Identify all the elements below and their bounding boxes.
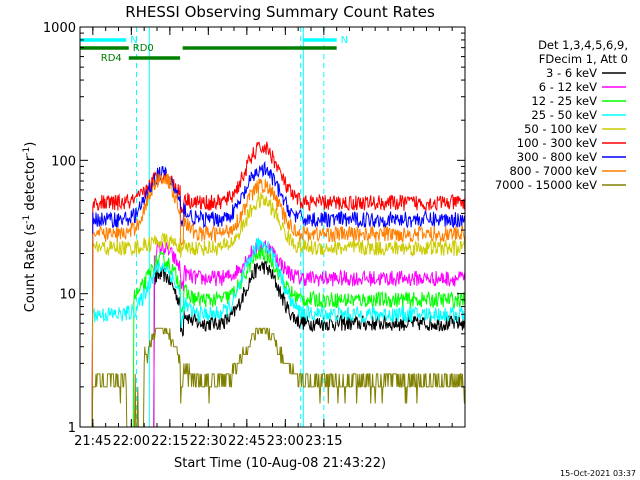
legend-entry-label: 6 - 12 keV: [539, 80, 597, 94]
legend-header-2: FDecim 1, Att 0: [539, 52, 628, 66]
series-line: [141, 239, 466, 428]
series-line: [80, 160, 466, 428]
x-tick-label: 21:45: [74, 434, 111, 449]
x-tick-label: 22:30: [190, 434, 227, 449]
series-line: [141, 260, 466, 428]
y-tick-label: 100: [51, 154, 76, 169]
legend-header-1: Det 1,3,4,5,6,9,: [538, 38, 628, 52]
mode-segment-label: N: [341, 35, 348, 46]
x-axis: 21:45 22:00 22:15 22:30 22:45 23:00 23:15: [74, 27, 466, 449]
y-axis-label: Count Rate (s-1 detector-1): [22, 142, 38, 313]
x-tick-label: 23:15: [305, 434, 342, 449]
x-tick-label: 22:00: [113, 434, 150, 449]
series-line: [80, 141, 466, 428]
chart-title: RHESSI Observing Summary Count Rates: [125, 3, 435, 21]
legend: Det 1,3,4,5,6,9, FDecim 1, Att 0 3 - 6 k…: [495, 38, 628, 192]
legend-entry-label: 25 - 50 keV: [531, 108, 597, 122]
legend-entry-label: 50 - 100 keV: [524, 122, 597, 136]
series-line: [80, 327, 466, 428]
y-tick-label: 1000: [43, 21, 76, 36]
mode-segment-label: RD4: [101, 53, 122, 64]
footer-date: 15-Oct-2021 03:37: [560, 469, 636, 478]
y-axis: 1 10 100 1000: [43, 21, 465, 436]
series-line: [80, 173, 466, 428]
legend-entry-label: 300 - 800 keV: [517, 150, 597, 164]
legend-entry-label: 100 - 300 keV: [517, 136, 597, 150]
mode-segment-label: N: [130, 35, 137, 46]
mode-segment-label: RD0: [133, 43, 154, 54]
x-tick-label: 22:45: [228, 434, 265, 449]
x-tick-label: 23:00: [267, 434, 304, 449]
y-tick-label: 1: [68, 421, 76, 436]
y-tick-label: 10: [59, 288, 76, 303]
series-line: [80, 237, 466, 428]
x-axis-label: Start Time (10-Aug-08 21:43:22): [174, 456, 386, 471]
legend-entry-label: 7000 - 15000 keV: [495, 178, 597, 192]
x-tick-label: 22:15: [151, 434, 188, 449]
series-line: [80, 192, 466, 428]
legend-entry-label: 800 - 7000 keV: [509, 164, 597, 178]
legend-entry-label: 3 - 6 keV: [546, 66, 597, 80]
legend-entry-label: 12 - 25 keV: [531, 94, 597, 108]
